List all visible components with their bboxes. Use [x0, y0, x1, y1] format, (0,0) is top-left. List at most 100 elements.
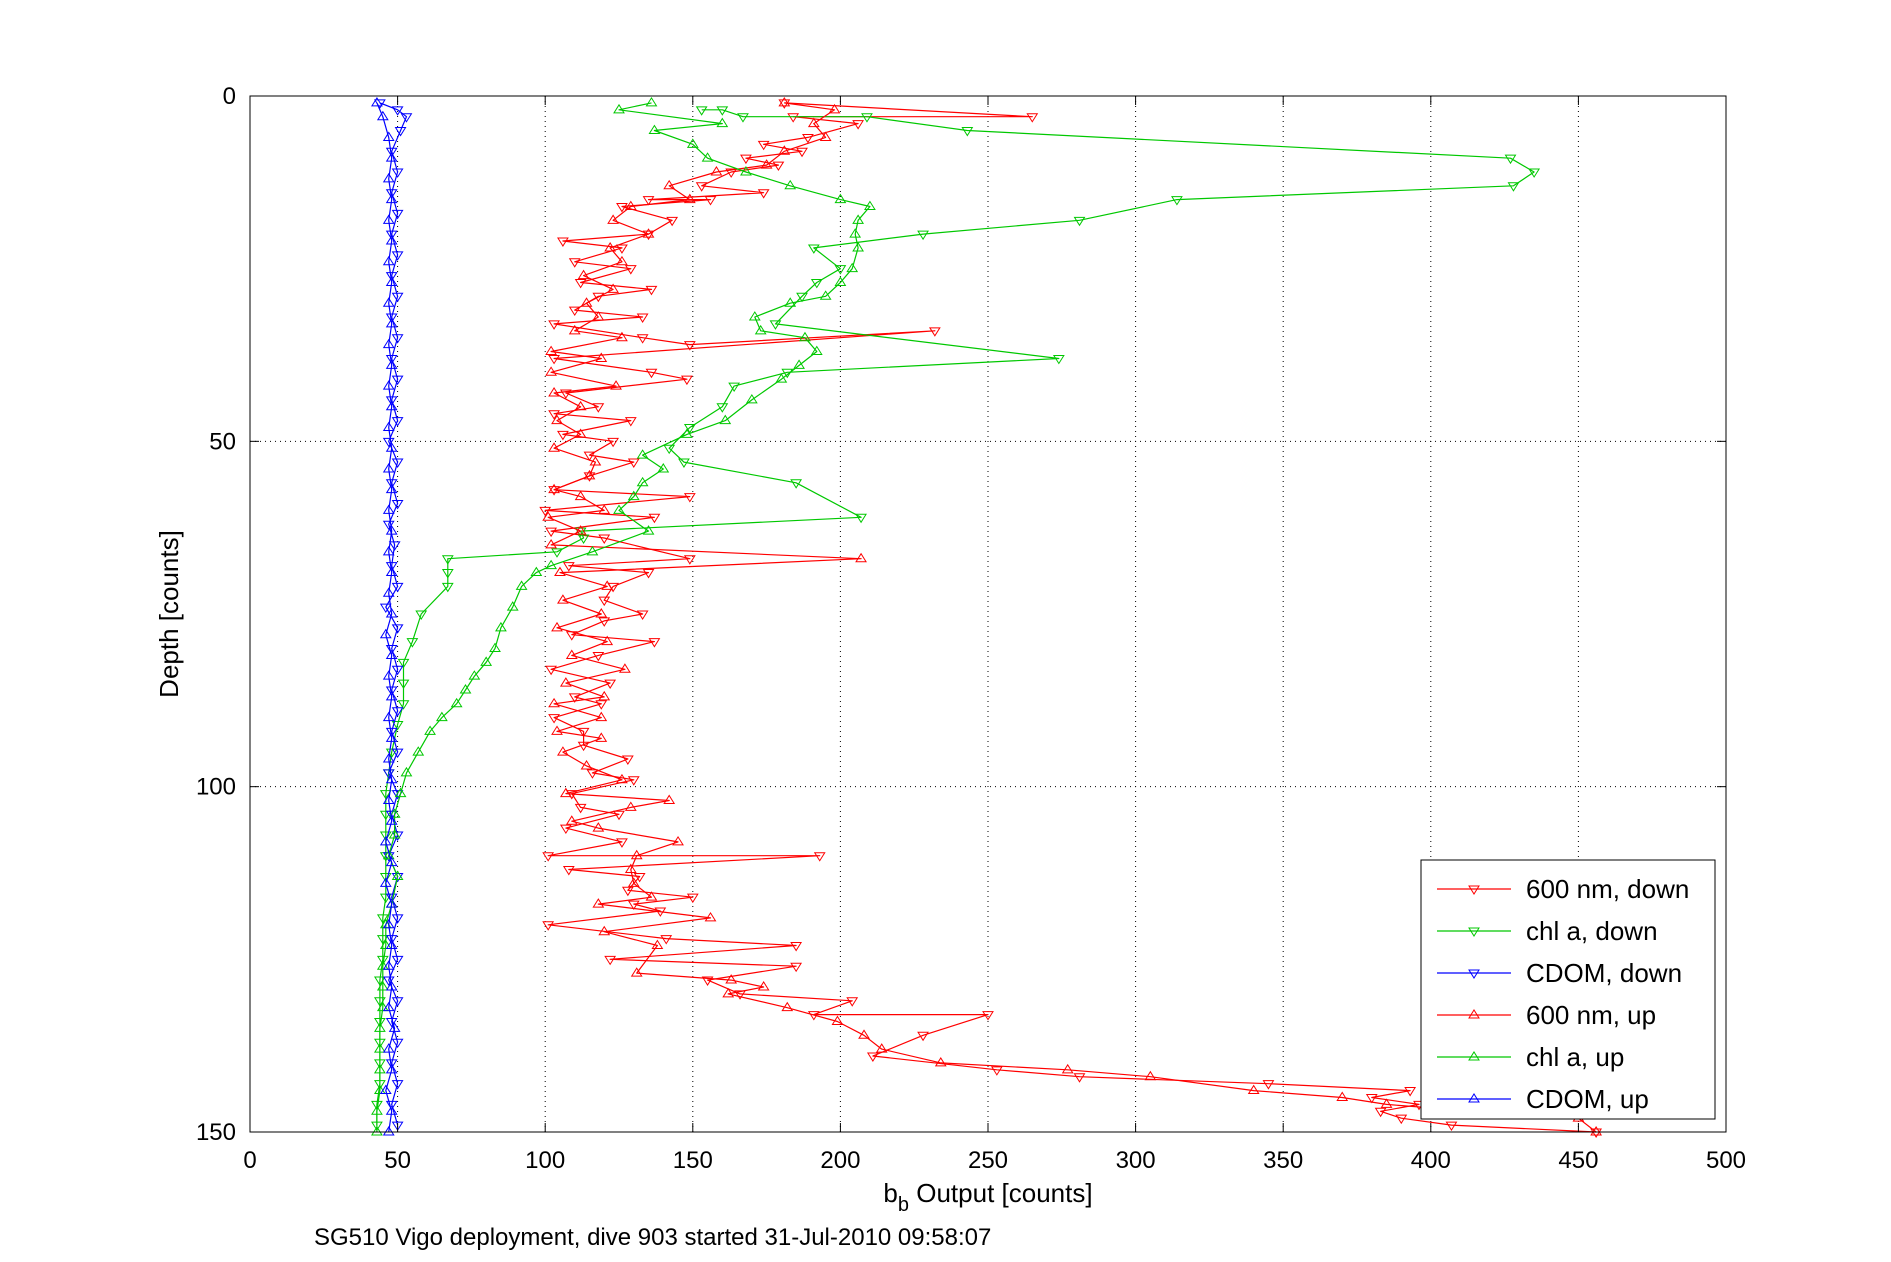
data-point-marker: [542, 852, 555, 862]
data-point-marker: [565, 815, 578, 825]
data-point-marker: [568, 693, 581, 703]
data-point-marker: [376, 955, 389, 966]
data-point-marker: [701, 152, 714, 162]
y-tick-label: 150: [196, 1119, 236, 1146]
data-point-marker: [627, 776, 640, 786]
data-point-marker: [385, 935, 398, 945]
data-point-marker: [385, 317, 398, 328]
data-point-marker: [1404, 1087, 1417, 1097]
data-point-marker: [961, 127, 974, 137]
data-point-marker: [1590, 1126, 1603, 1136]
data-point-marker: [379, 939, 392, 950]
data-point-marker: [385, 147, 398, 158]
data-point-marker: [680, 428, 693, 438]
data-point-marker: [793, 359, 805, 369]
data-point-marker: [559, 824, 572, 835]
data-point-marker: [406, 638, 419, 648]
data-point-marker: [388, 829, 401, 839]
data-point-marker: [740, 166, 752, 176]
data-point-marker: [740, 154, 752, 165]
data-point-marker: [391, 872, 404, 883]
data-point-marker: [391, 831, 404, 841]
data-point-marker: [799, 331, 811, 342]
legend: 600 nm, down chl a, down CDOM, down 600 nm,…: [1420, 859, 1716, 1120]
data-point-marker: [557, 430, 569, 441]
x-tick-label: 0: [243, 1147, 256, 1174]
data-point-marker: [1262, 1080, 1275, 1090]
data-point-marker: [565, 649, 578, 659]
data-point-marker: [385, 815, 398, 825]
data-point-marker: [695, 182, 708, 192]
data-point-marker: [1073, 1073, 1086, 1083]
data-point-marker: [574, 278, 587, 289]
data-point-marker: [616, 773, 628, 784]
x-tick-label: 150: [673, 1147, 713, 1174]
data-point-marker: [554, 566, 566, 577]
series-line: [544, 102, 1597, 1133]
data-point-marker: [604, 679, 617, 690]
data-point-marker: [778, 99, 791, 109]
data-point-marker: [385, 359, 398, 369]
data-point-marker: [468, 670, 481, 680]
data-point-marker: [379, 603, 392, 614]
data-point-marker: [636, 610, 649, 620]
data-point-marker: [548, 320, 560, 330]
data-point-marker: [574, 428, 587, 438]
data-point-marker: [598, 925, 611, 936]
data-point-marker: [745, 393, 758, 404]
data-point-marker: [373, 1043, 386, 1053]
data-point-marker: [382, 504, 395, 514]
data-point-marker: [1528, 168, 1541, 178]
data-point-marker: [624, 417, 637, 427]
legend-swatch-marker: [1468, 1093, 1480, 1103]
data-point-marker: [394, 787, 407, 798]
data-point-marker: [651, 939, 664, 950]
data-point-marker: [391, 721, 404, 731]
data-point-marker: [385, 649, 398, 659]
data-point-marker: [1144, 1070, 1157, 1081]
data-point-marker: [577, 727, 590, 738]
data-point-marker: [781, 1001, 794, 1012]
legend-entry: CDOM, up: [1437, 1084, 1649, 1114]
data-point-marker: [545, 345, 558, 356]
data-point-marker: [385, 893, 398, 904]
data-point-marker: [846, 997, 859, 1007]
data-point-marker: [645, 96, 658, 107]
data-point-marker: [391, 1080, 404, 1090]
data-point-marker: [624, 265, 637, 275]
data-point-marker: [574, 400, 587, 411]
data-point-marker: [397, 679, 410, 690]
data-point-marker: [376, 110, 389, 121]
data-point-marker: [683, 555, 696, 565]
series-chl-a-down: [371, 106, 1541, 1132]
data-point-marker: [710, 166, 723, 176]
legend-swatch-marker: [1468, 885, 1480, 895]
data-point-marker: [601, 635, 614, 646]
data-point-marker: [557, 746, 569, 756]
legend-label: 600 nm, up: [1526, 1000, 1656, 1030]
data-point-marker: [385, 1063, 398, 1074]
data-point-marker: [382, 255, 395, 266]
data-point-marker: [704, 196, 717, 206]
data-point-marker: [678, 458, 690, 468]
legend-box: [1420, 859, 1716, 1120]
legend-entry: 600 nm, up: [1437, 1000, 1656, 1030]
data-point-marker: [385, 981, 398, 991]
data-point-marker: [379, 835, 392, 846]
data-point-marker: [385, 566, 398, 577]
data-point-marker: [371, 1105, 383, 1115]
data-point-marker: [583, 469, 596, 480]
data-point-marker: [391, 748, 404, 759]
data-point-marker: [371, 1126, 383, 1136]
legend-label: 600 nm, down: [1526, 874, 1689, 904]
y-tick-label: 0: [223, 83, 236, 110]
data-point-marker: [595, 711, 608, 722]
data-point-marker: [530, 566, 543, 577]
legend-swatch-marker: [1468, 927, 1480, 937]
series-chl-a-up: [371, 96, 876, 1136]
data-point-marker: [787, 113, 800, 123]
data-point-marker: [385, 442, 398, 452]
data-point-marker: [542, 511, 555, 521]
data-point-marker: [604, 955, 617, 966]
